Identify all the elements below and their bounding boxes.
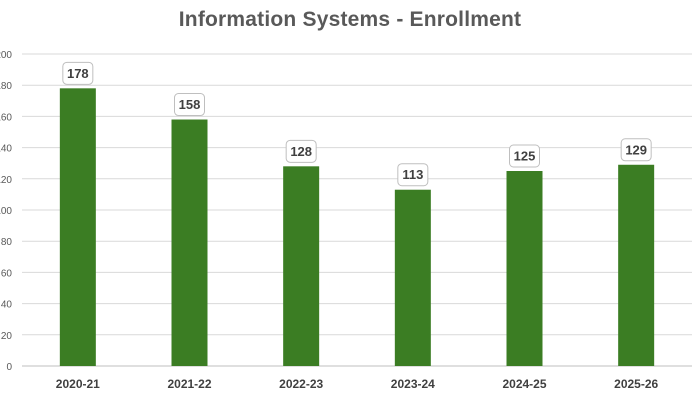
- data-label-box: [509, 144, 540, 168]
- bar-2022-23: [283, 166, 320, 366]
- data-label: 128: [290, 144, 312, 159]
- y-tick-label: 0: [6, 362, 12, 373]
- data-label-box: [62, 61, 94, 85]
- x-tick-label: 2021-22: [167, 377, 211, 391]
- y-tick-label: 60: [1, 268, 13, 279]
- data-label-box: [620, 138, 652, 162]
- bar-layer: [59, 88, 655, 367]
- data-label-box: [397, 163, 429, 187]
- data-label: 129: [625, 142, 647, 157]
- tick-layer: 0 20 40 60 80 100 120 140 160 180 200 2020-21 2021-2…: [0, 50, 659, 391]
- bar-2020-21: [59, 88, 96, 366]
- data-label: 113: [402, 167, 423, 182]
- data-label: 125: [514, 149, 536, 164]
- y-tick-label: 140: [0, 144, 12, 155]
- y-tick-label: 160: [0, 112, 12, 123]
- bar-2024-25: [506, 171, 543, 366]
- data-label: 178: [67, 66, 89, 81]
- x-tick-label: 2022-23: [279, 377, 323, 391]
- bar-2025-26: [618, 164, 655, 366]
- y-tick-label: 120: [0, 175, 12, 186]
- y-tick-label: 20: [1, 331, 13, 342]
- data-label-box: [285, 139, 317, 163]
- y-tick-label: 40: [1, 300, 13, 311]
- bar-2023-24: [394, 189, 431, 366]
- data-label-layer: 178 158 128 113 125 129: [62, 61, 652, 187]
- x-tick-label: 2020-21: [56, 377, 100, 391]
- y-tick-label: 80: [1, 237, 13, 248]
- y-tick-label: 100: [0, 206, 12, 217]
- data-label: 158: [179, 97, 201, 112]
- y-tick-label: 180: [0, 81, 12, 92]
- chart-title: Information Systems - Enrollment: [178, 8, 522, 31]
- data-label-box: [174, 93, 205, 117]
- bar-2021-22: [171, 119, 208, 367]
- x-tick-label: 2025-26: [614, 377, 658, 391]
- grid-layer: [22, 53, 692, 367]
- x-tick-label: 2024-25: [502, 377, 546, 391]
- y-tick-label: 200: [0, 50, 12, 61]
- x-tick-label: 2023-24: [391, 377, 435, 391]
